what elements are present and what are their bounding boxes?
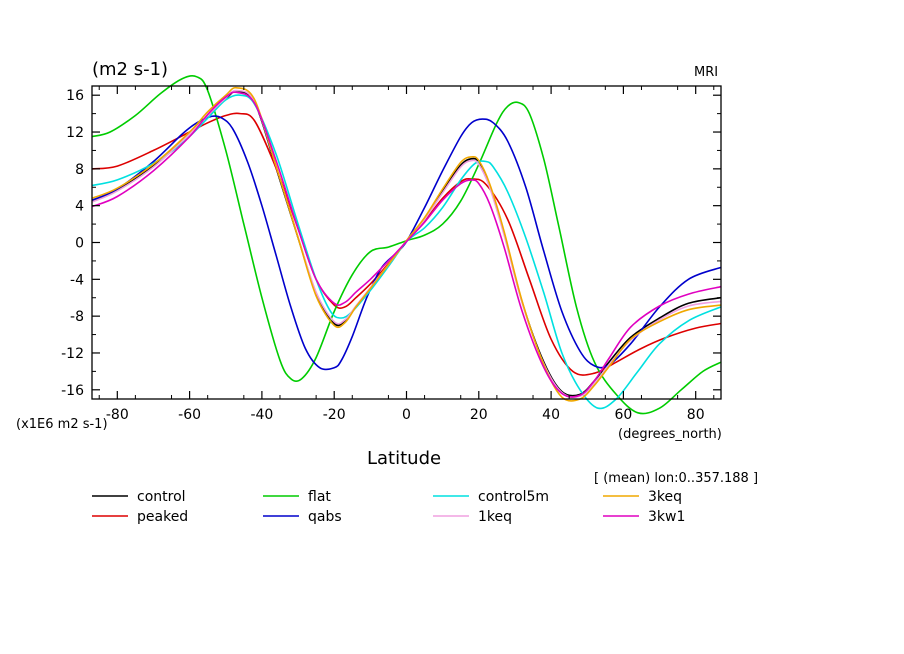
y-tick-label: -16 (61, 383, 84, 399)
x-tick-label: 0 (402, 407, 411, 423)
mean-note: [ (mean) lon:0..357.188 ] (594, 471, 758, 486)
x-units-label: (degrees_north) (618, 427, 722, 442)
series-line-3kw1 (91, 91, 722, 398)
legend-label-control5m: control5m (478, 489, 549, 505)
x-tick-label: -20 (323, 407, 346, 423)
source-label: MRI (694, 65, 718, 80)
series-line-1keq (91, 89, 722, 398)
legend: control peaked flat qabs control5m 1keq 3keq 3k… (92, 489, 685, 525)
x-tick-label: 20 (470, 407, 488, 423)
scale-label: (x1E6 m2 s-1) (16, 417, 108, 432)
x-tick-label: 40 (542, 407, 560, 423)
y-tick-label: 12 (66, 125, 84, 141)
y-tick-label: 0 (75, 236, 84, 252)
y-tick-label: -4 (70, 272, 84, 288)
legend-label-1keq: 1keq (478, 509, 512, 525)
y-tick-label: 16 (66, 88, 84, 104)
plot-frame (91, 85, 722, 400)
x-tick-label: 60 (614, 407, 632, 423)
y-tick-label: -12 (61, 346, 84, 362)
series-line-3keq (91, 86, 722, 402)
legend-label-flat: flat (308, 489, 331, 505)
y-tick-label: 4 (75, 199, 84, 215)
y-tick-label: -8 (70, 309, 84, 325)
x-axis-title: Latitude (367, 448, 441, 469)
legend-label-peaked: peaked (137, 509, 188, 525)
x-tick-label: 80 (687, 407, 705, 423)
x-tick-label: -60 (178, 407, 201, 423)
series-line-peaked (91, 112, 722, 376)
series-line-control5m (91, 94, 722, 410)
x-tick-label: -40 (250, 407, 273, 423)
units-label: (m2 s-1) (92, 59, 168, 80)
legend-label-qabs: qabs (308, 509, 342, 525)
y-tick-label: 8 (75, 162, 84, 178)
series-line-flat (91, 74, 722, 415)
x-tick-label: -80 (106, 407, 129, 423)
legend-label-control: control (137, 489, 186, 505)
legend-label-3kw1: 3kw1 (648, 509, 685, 525)
legend-label-3keq: 3keq (648, 489, 682, 505)
series-layer (91, 74, 722, 415)
